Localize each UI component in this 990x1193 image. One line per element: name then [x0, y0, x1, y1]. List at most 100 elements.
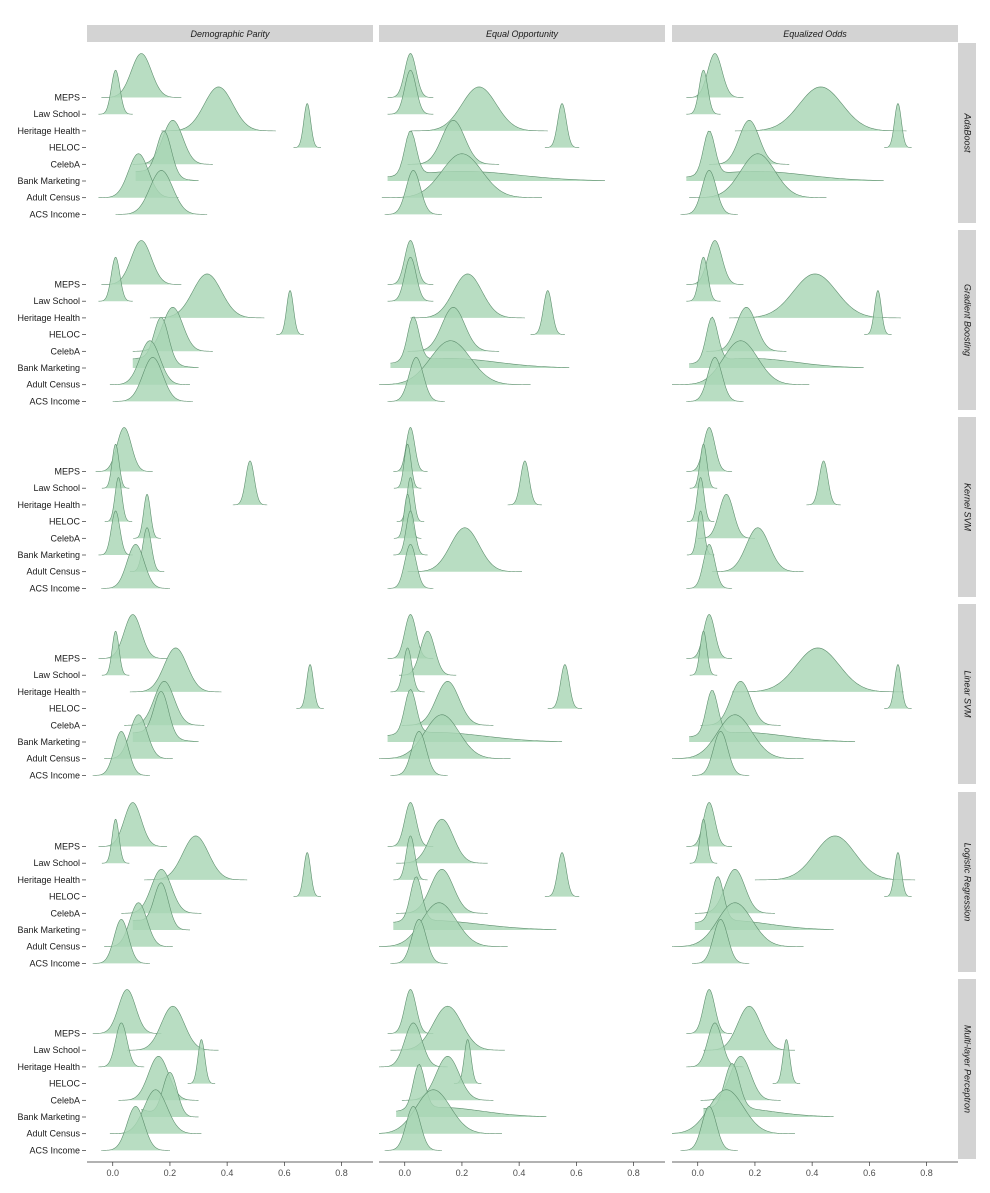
ridge-outline-bank-marketing	[396, 1064, 547, 1117]
ridge-law-school	[703, 1006, 795, 1051]
ridge-outline-law-school	[686, 256, 721, 302]
ridge-celeba	[118, 1056, 199, 1101]
x-tick-label-4: 0.8	[920, 1168, 933, 1178]
ridge-acs-income	[390, 919, 448, 964]
ridge-outline-acs-income	[692, 731, 750, 776]
panel-multi-layer-perceptron-demographic-parity	[92, 989, 219, 1151]
ridge-outline-celeba	[132, 119, 213, 165]
ridge-celeba	[407, 120, 500, 165]
ridge-outline-bank-marketing	[703, 1063, 834, 1117]
ridge-outline-law-school	[686, 69, 721, 115]
ridge-outline-acs-income	[384, 1106, 442, 1151]
ridge-heloc	[187, 1039, 216, 1084]
y-label-law-school: Law School	[33, 296, 80, 306]
ridge-celeba	[706, 307, 787, 352]
ridge-adult-census	[104, 902, 173, 947]
y-label-acs-income: ACS Income	[29, 958, 80, 968]
ridge-heritage-health	[754, 835, 916, 880]
panel-logistic-regression-equalized-odds	[671, 802, 916, 964]
ridge-bank-marketing	[387, 131, 605, 181]
y-label-meps: MEPS	[54, 280, 80, 290]
ridge-outline-bank-marketing	[393, 510, 428, 556]
ridge-outline-adult-census	[712, 527, 804, 572]
ridge-celeba	[709, 120, 790, 165]
ridge-law-school	[396, 819, 488, 864]
ridge-outline-bank-marketing	[689, 316, 864, 368]
ridge-heritage-health	[379, 1022, 448, 1067]
column-label-equalized-odds: Equalized Odds	[783, 29, 847, 39]
y-label-meps: MEPS	[54, 654, 80, 664]
row-label-multi-layer-perceptron: Multi-layer Perceptron	[963, 1025, 973, 1113]
x-tick-label-3: 0.6	[863, 1168, 876, 1178]
ridge-outline-heloc	[544, 103, 580, 148]
ridge-outline-celeba	[709, 119, 790, 165]
row-strip-adaboost	[958, 43, 976, 223]
ridge-law-school	[689, 819, 718, 864]
ridge-celeba	[697, 494, 755, 539]
ridge-outline-meps	[98, 802, 168, 847]
ridge-celeba	[393, 494, 422, 539]
ridge-outline-acs-income	[390, 919, 448, 964]
x-tick-label-2: 0.4	[806, 1168, 819, 1178]
ridge-heloc	[686, 477, 715, 522]
panel-linear-svm-equal-opportunity	[378, 614, 583, 776]
x-tick-label-0: 0.0	[106, 1168, 119, 1178]
y-label-heloc: HELOC	[49, 704, 81, 714]
ridge-outline-adult-census	[109, 340, 190, 385]
ridge-heritage-health	[410, 273, 525, 318]
y-label-bank-marketing: Bank Marketing	[17, 925, 80, 935]
ridge-celeba	[401, 1056, 494, 1101]
ridge-heritage-health	[144, 835, 248, 880]
ridge-meps	[686, 802, 733, 847]
ridge-celeba	[407, 307, 500, 352]
panel-linear-svm-demographic-parity	[92, 614, 324, 776]
ridge-outline-bank-marketing	[689, 690, 856, 742]
x-tick-label-3: 0.6	[278, 1168, 291, 1178]
y-label-adult-census: Adult Census	[26, 193, 80, 203]
ridge-law-school	[689, 631, 718, 676]
ridge-heloc	[544, 103, 580, 148]
ridge-meps	[101, 53, 182, 98]
ridge-heloc	[884, 103, 912, 148]
ridge-adult-census	[381, 153, 543, 198]
y-label-celeba: CelebA	[50, 908, 80, 918]
ridge-outline-adult-census	[378, 714, 511, 759]
y-label-heritage-health: Heritage Health	[17, 875, 80, 885]
y-label-meps: MEPS	[54, 93, 80, 103]
ridge-outline-heritage-health	[729, 273, 901, 319]
ridge-meps	[686, 614, 733, 659]
ridge-outline-law-school	[689, 630, 718, 676]
row-label-linear-svm: Linear SVM	[963, 670, 973, 718]
ridge-outline-meps	[686, 802, 733, 847]
y-label-heritage-health: Heritage Health	[17, 1062, 80, 1072]
ridge-outline-meps	[686, 614, 733, 659]
ridge-heritage-health	[507, 460, 543, 505]
y-label-law-school: Law School	[33, 670, 80, 680]
ridge-outline-heritage-health	[393, 835, 428, 881]
ridge-outline-heloc	[293, 103, 321, 148]
ridge-bank-marketing	[387, 689, 563, 742]
ridge-heloc	[293, 852, 321, 897]
ridge-outline-meps	[686, 240, 744, 285]
ridge-outline-acs-income	[115, 170, 208, 215]
ridge-bank-marketing	[393, 876, 557, 930]
ridge-acs-income	[115, 170, 208, 215]
ridge-celeba	[133, 494, 161, 539]
ridge-outline-heritage-health	[754, 835, 916, 881]
ridge-bank-marketing	[132, 882, 190, 930]
column-strip-equal-opportunity	[379, 25, 665, 42]
ridge-outline-acs-income	[680, 170, 738, 215]
ridge-adult-census	[689, 153, 827, 198]
ridge-outline-acs-income	[101, 1106, 170, 1151]
ridge-bank-marketing	[132, 691, 199, 742]
y-label-law-school: Law School	[33, 858, 80, 868]
ridge-outline-heloc	[276, 290, 304, 335]
ridge-outline-adult-census	[378, 902, 508, 947]
x-tick-label-2: 0.4	[513, 1168, 526, 1178]
ridge-meps	[101, 240, 182, 285]
ridge-outline-acs-income	[387, 357, 445, 402]
ridge-acs-income	[92, 731, 150, 776]
ridge-heloc	[544, 852, 580, 897]
ridge-outline-heritage-health	[378, 1022, 448, 1068]
